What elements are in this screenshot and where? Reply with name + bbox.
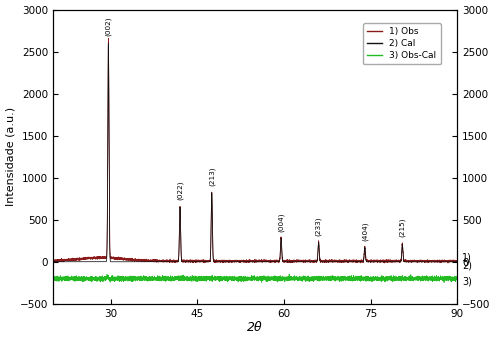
Text: (213): (213) [208,167,215,186]
Text: (004): (004) [278,212,284,232]
Text: (233): (233) [315,216,322,236]
Text: 2): 2) [462,260,472,270]
Text: 3): 3) [462,276,472,286]
Text: 1): 1) [462,252,472,262]
Text: (002): (002) [105,17,112,36]
X-axis label: 2θ: 2θ [248,321,263,335]
Text: (215): (215) [399,218,406,237]
Text: (022): (022) [177,181,183,200]
Legend: 1) Obs, 2) Cal, 3) Obs-Cal: 1) Obs, 2) Cal, 3) Obs-Cal [363,23,440,64]
Text: (404): (404) [362,221,368,241]
Y-axis label: Intensidade (a.u.): Intensidade (a.u.) [5,107,15,206]
